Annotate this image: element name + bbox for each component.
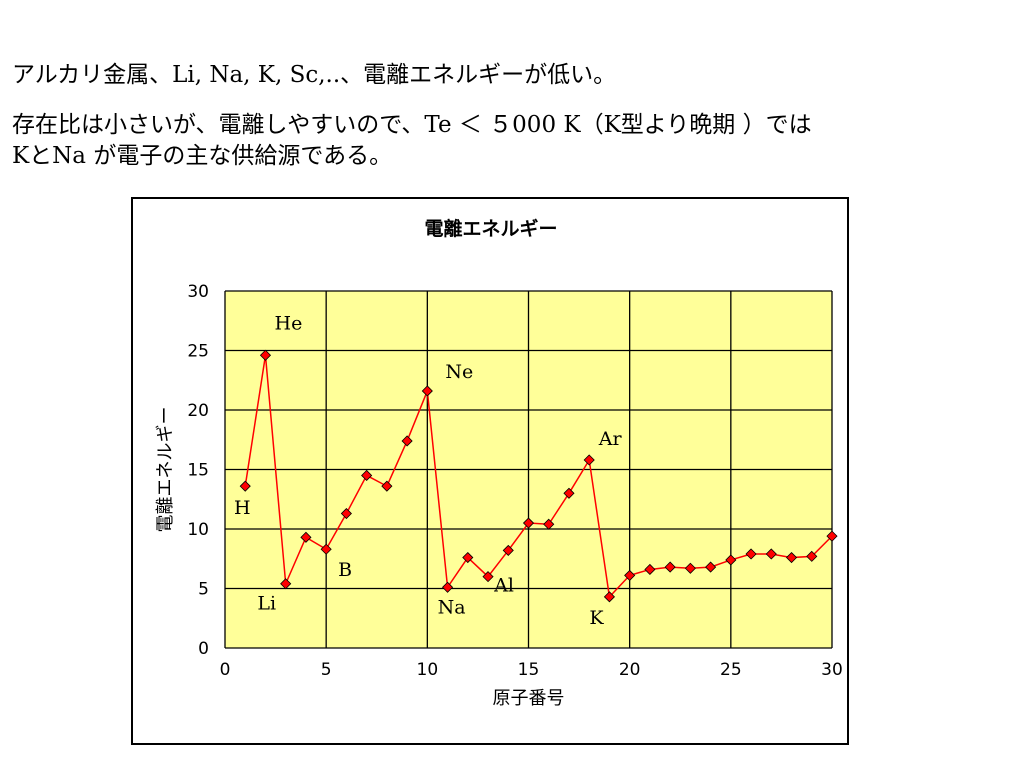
data-point: [765, 548, 777, 560]
y-tick-label: 5: [198, 580, 209, 600]
x-tick-label: 10: [417, 660, 439, 680]
text-line-3: KとNa が電子の主な供給源である。: [12, 143, 393, 169]
data-point: [259, 349, 272, 361]
text-line-2: 存在比は小さいが、電離しやすいので、Te ＜ ５000 K（K型より晩期 ）では: [12, 112, 812, 138]
y-tick-label: 30: [187, 282, 209, 302]
annotation-label: Li: [257, 593, 276, 615]
data-point: [644, 563, 656, 576]
data-point: [522, 517, 535, 529]
data-point: [502, 544, 514, 556]
data-points: [239, 349, 838, 603]
data-point: [239, 480, 251, 492]
annotation-label: H: [234, 497, 251, 519]
data-point: [664, 561, 676, 573]
x-tick-label: 20: [619, 660, 641, 680]
text-line-1: アルカリ金属、Li, Na, K, Sc,..、電離エネルギーが低い。: [12, 62, 617, 88]
y-tick-label: 20: [187, 401, 209, 421]
data-point: [583, 454, 595, 466]
y-tick-label: 15: [187, 461, 209, 481]
data-point: [785, 551, 798, 564]
y-axis-label: 電離エネルギー: [155, 407, 176, 533]
ionization-energy-chart: 電離エネルギー 0 5 10 15 20 25 30 0 5 10 15 20 25 30 H He Li B…: [155, 217, 843, 709]
data-point: [482, 571, 494, 583]
annotation-label: B: [338, 559, 352, 581]
data-point: [320, 543, 332, 555]
y-tick-label: 25: [187, 342, 209, 362]
annotation-label: Ne: [445, 361, 473, 383]
data-point: [280, 578, 292, 590]
data-point: [361, 469, 373, 482]
y-tick-label: 0: [198, 639, 209, 659]
data-point: [705, 561, 717, 573]
data-point: [826, 530, 838, 542]
x-tick-label: 25: [720, 660, 742, 680]
grid-lines: [224, 290, 833, 649]
data-point: [725, 554, 737, 566]
annotation-label: K: [589, 607, 604, 629]
data-point: [421, 385, 433, 397]
data-point: [684, 562, 696, 574]
data-point: [745, 548, 757, 560]
chart-title: 電離エネルギー: [424, 217, 557, 240]
data-point: [806, 550, 818, 562]
data-point: [563, 487, 575, 499]
data-point: [462, 551, 474, 564]
x-tick-label: 5: [321, 660, 332, 680]
annotation-label: Na: [438, 596, 466, 618]
annotation-label: Ar: [598, 428, 623, 450]
data-point: [442, 581, 454, 593]
annotation-label: Al: [493, 575, 514, 597]
x-axis-label: 原子番号: [493, 688, 565, 709]
y-tick-labels: 0 5 10 15 20 25 30: [187, 282, 209, 659]
data-point: [543, 518, 555, 530]
data-point: [381, 480, 393, 492]
data-point: [624, 569, 636, 581]
data-point: [603, 591, 615, 603]
chart-area: 電離エネルギー 0 5 10 15 20 25 30 0 5 10 15 20 25 30 H He Li B…: [131, 197, 849, 745]
data-point: [300, 531, 312, 543]
x-tick-label: 0: [220, 660, 231, 680]
annotation-label: He: [275, 312, 303, 334]
data-point: [401, 435, 413, 447]
y-tick-label: 10: [187, 520, 209, 540]
x-tick-labels: 0 5 10 15 20 25 30: [220, 660, 843, 680]
x-tick-label: 15: [518, 660, 540, 680]
annotations: H He Li B Ne Na Al Ar K: [234, 312, 623, 629]
data-point: [340, 507, 352, 520]
x-tick-label: 30: [821, 660, 843, 680]
